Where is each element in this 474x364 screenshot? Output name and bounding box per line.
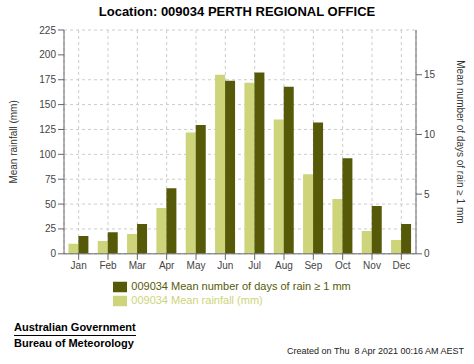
svg-text:50: 50: [45, 199, 57, 210]
svg-text:Oct: Oct: [335, 260, 351, 271]
svg-text:Jul: Jul: [248, 260, 261, 271]
svg-text:Sep: Sep: [304, 260, 322, 271]
svg-text:Dec: Dec: [392, 260, 410, 271]
html-text:009034 Mean number of days of: 009034 Mean number of days of rain ≥ 1 m…: [131, 279, 351, 292]
html-text:009034 Mean rainfall (mm): 009034 Mean rainfall (mm): [131, 293, 263, 306]
svg-text:Jun: Jun: [217, 260, 233, 271]
svg-text:Mean number of days of rain ≥: Mean number of days of rain ≥ 1 mm: [455, 60, 466, 223]
html-text:Location: 009034 PERTH REGIONA: Location: 009034 PERTH REGIONAL OFFICE: [98, 4, 376, 19]
svg-text:5: 5: [424, 189, 430, 200]
svg-text:100: 100: [39, 149, 56, 160]
svg-text:15: 15: [424, 69, 436, 80]
svg-text:0: 0: [424, 248, 430, 259]
svg-text:10: 10: [424, 129, 436, 140]
svg-text:Jan: Jan: [71, 260, 87, 271]
svg-text:75: 75: [45, 174, 57, 185]
svg-text:225: 225: [39, 25, 56, 36]
svg-text:25: 25: [45, 223, 57, 234]
svg-text:200: 200: [39, 49, 56, 60]
svg-text:Mar: Mar: [129, 260, 147, 271]
html-text:Created on Thu 8 Apr 2021 00:1: Created on Thu 8 Apr 2021 00:16 AM AEST: [287, 346, 464, 356]
svg-text:125: 125: [39, 124, 56, 135]
svg-text:175: 175: [39, 74, 56, 85]
svg-text:Nov: Nov: [363, 260, 381, 271]
svg-text:0: 0: [50, 248, 56, 259]
svg-text:Mean rainfall (mm): Mean rainfall (mm): [8, 100, 19, 183]
svg-text:May: May: [187, 260, 206, 271]
html-text:Bureau of Meteorology: Bureau of Meteorology: [14, 337, 134, 349]
svg-text:Feb: Feb: [99, 260, 117, 271]
svg-text:150: 150: [39, 99, 56, 110]
html-text:Australian Government: Australian Government: [14, 321, 136, 333]
svg-text:Aug: Aug: [275, 260, 293, 271]
svg-text:Apr: Apr: [159, 260, 175, 271]
